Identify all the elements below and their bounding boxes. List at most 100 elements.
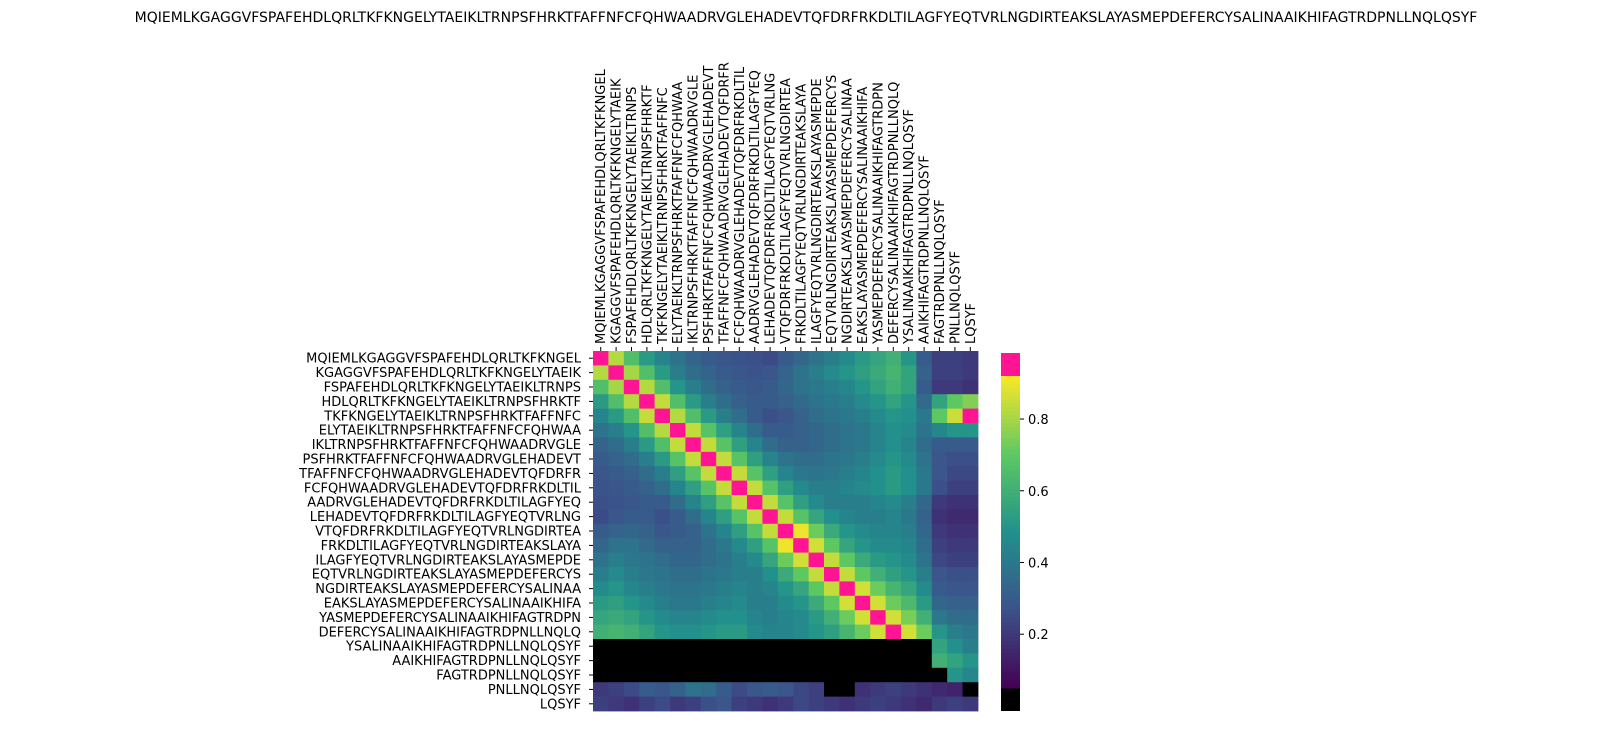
heatmap-cell	[885, 595, 902, 611]
heatmap-cell	[885, 682, 902, 697]
heatmap-cell	[747, 610, 763, 625]
heatmap-cell	[593, 610, 609, 625]
heatmap-cell	[962, 538, 979, 553]
heatmap-cell	[731, 365, 748, 381]
heatmap-cell	[762, 365, 779, 381]
heatmap-cell	[593, 495, 609, 510]
heatmap-cell	[916, 509, 933, 525]
heatmap-cell	[670, 538, 686, 553]
heatmap-cell	[762, 495, 779, 510]
colorbar-tick-label: 0.4	[1028, 556, 1049, 571]
heatmap-cell	[916, 394, 933, 409]
heatmap-cell	[731, 394, 748, 409]
heatmap-cell	[731, 523, 748, 539]
heatmap-cell	[747, 509, 763, 525]
heatmap-cell	[777, 523, 794, 539]
colorbar-segment	[1001, 493, 1020, 498]
heatmap-cell	[731, 682, 748, 697]
heatmap-cell	[639, 495, 655, 510]
heatmap-cell	[839, 552, 856, 568]
heatmap-cell	[916, 480, 933, 496]
heatmap-cell	[916, 466, 933, 481]
colorbar-segment	[1001, 606, 1020, 611]
heatmap-cell	[716, 682, 732, 697]
colorbar-segment	[1001, 547, 1020, 552]
heatmap-cell	[962, 639, 979, 654]
heatmap-cell	[670, 480, 686, 496]
colorbar-under-extension	[1001, 688, 1020, 711]
heatmap-cell	[962, 696, 979, 712]
heatmap-cell	[854, 437, 871, 453]
heatmap-cell	[623, 595, 640, 611]
heatmap-cell	[916, 624, 933, 640]
heatmap-cell	[593, 379, 609, 395]
colorbar-segment	[1001, 528, 1020, 533]
heatmap-cell	[639, 509, 655, 525]
heatmap-cell	[623, 423, 640, 438]
colorbar-segment	[1001, 438, 1020, 443]
heatmap-cell	[731, 552, 748, 568]
heatmap-cell	[839, 394, 856, 409]
heatmap-cell	[901, 495, 917, 510]
y-tick-label: HDLQRLTKFKNGELYTAEIKLTRNPSFHRKTF	[321, 395, 581, 410]
heatmap-cell	[623, 667, 640, 683]
heatmap-cells	[593, 351, 979, 712]
heatmap-cell	[824, 595, 840, 611]
y-tick-label: DEFERCYSALINAAIKHIFAGTRDPNLLNQLQ	[319, 625, 581, 640]
y-tick-label: MQIEMLKGAGGVFSPAFEHDLQRLTKFKNGEL	[306, 352, 582, 367]
heatmap-cell	[731, 451, 748, 467]
heatmap-cell	[623, 379, 640, 395]
heatmap-cell	[962, 437, 979, 453]
heatmap-cell	[793, 466, 809, 481]
heatmap-cell	[762, 538, 779, 553]
colorbar-segment	[1001, 567, 1020, 572]
heatmap-cell	[731, 495, 748, 510]
heatmap-cell	[962, 480, 979, 496]
heatmap-cell	[870, 394, 886, 409]
heatmap-cell	[670, 682, 686, 697]
x-tick-label: LEHADEVTQFDRFRKDLTILAGFYEQTVRLNG	[764, 73, 779, 344]
heatmap-cell	[870, 624, 886, 640]
heatmap-cell	[700, 595, 717, 611]
heatmap-cell	[639, 653, 655, 669]
heatmap-cell	[854, 394, 871, 409]
heatmap-cell	[824, 408, 840, 424]
y-tick-label: LEHADEVTQFDRFRKDLTILAGFYEQTVRLNG	[310, 510, 581, 525]
colorbar-segment	[1001, 649, 1020, 654]
heatmap-cell	[931, 610, 948, 625]
colorbar-segment	[1001, 422, 1020, 428]
heatmap-cell	[824, 667, 840, 683]
colorbar-segment	[1001, 539, 1020, 545]
heatmap-cell	[870, 682, 886, 697]
heatmap-cell	[901, 509, 917, 525]
heatmap-cell	[700, 624, 717, 640]
heatmap-cell	[839, 639, 856, 654]
heatmap-cell	[608, 480, 625, 496]
heatmap-cell	[870, 610, 886, 625]
heatmap-cell	[839, 509, 856, 525]
heatmap-cell	[885, 379, 902, 395]
heatmap-cell	[808, 639, 825, 654]
heatmap-cell	[639, 667, 655, 683]
heatmap-cell	[947, 696, 963, 712]
colorbar-segment	[1001, 602, 1020, 607]
heatmap-cell	[870, 451, 886, 467]
heatmap-cell	[885, 538, 902, 553]
x-tick-label: IKLTRNPSFHRKTFAFFNFCFQHWAADRVGLE	[687, 75, 702, 344]
heatmap-cell	[608, 624, 625, 640]
heatmap-cell	[793, 437, 809, 453]
heatmap-cell	[716, 595, 732, 611]
heatmap-cell	[654, 495, 671, 510]
heatmap-cell	[593, 523, 609, 539]
heatmap-cell	[654, 610, 671, 625]
heatmap-cell	[947, 365, 963, 381]
heatmap-cell	[608, 523, 625, 539]
heatmap-cell	[885, 408, 902, 424]
heatmap-cell	[639, 351, 655, 366]
heatmap-cell	[747, 595, 763, 611]
heatmap-cell	[793, 495, 809, 510]
heatmap-cell	[639, 466, 655, 481]
colorbar-segment	[1001, 473, 1020, 478]
heatmap-cell	[901, 423, 917, 438]
heatmap-cell	[962, 682, 979, 697]
